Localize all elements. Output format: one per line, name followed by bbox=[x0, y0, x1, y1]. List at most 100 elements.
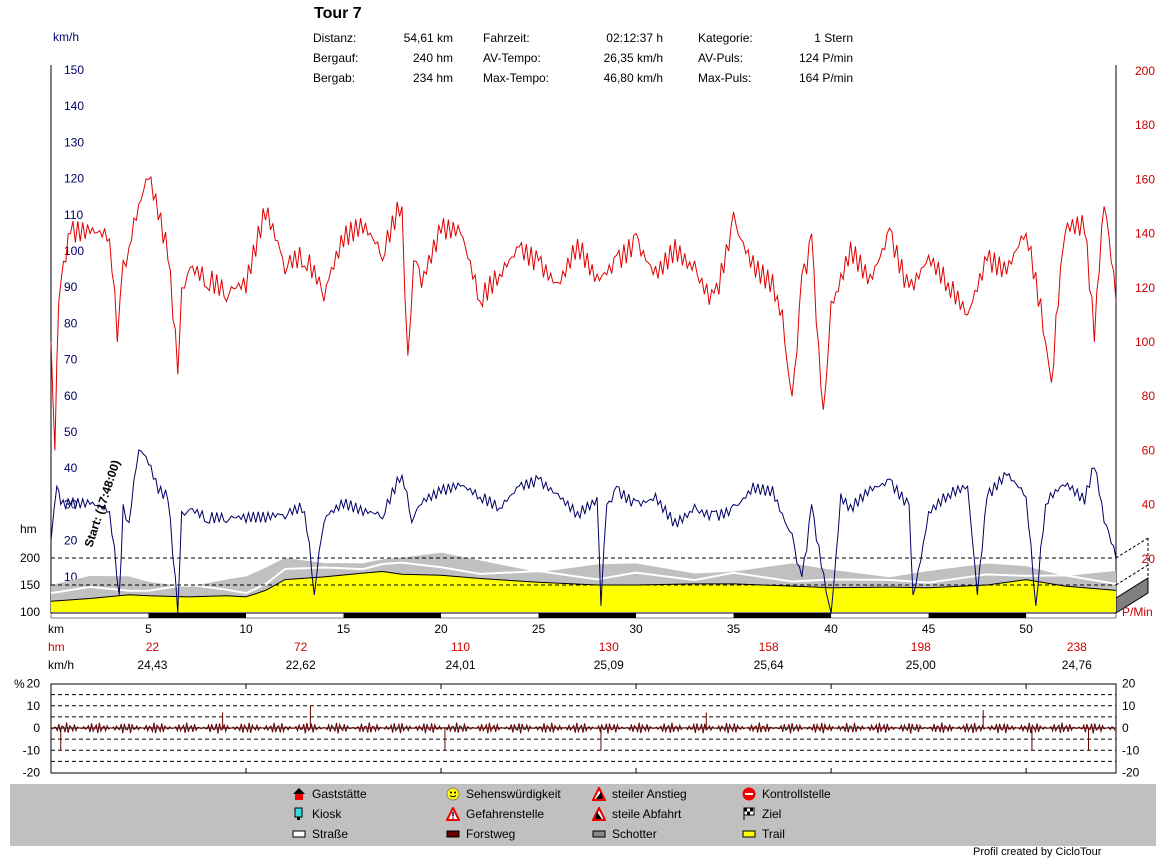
stat-value: 234 hm bbox=[412, 71, 453, 85]
legend: Gaststätte Sehenswürdigkeit steiler Anstie… bbox=[10, 784, 1156, 846]
segment-climb: 130 bbox=[599, 640, 619, 654]
finish-flag-icon bbox=[742, 807, 756, 821]
gravel-swatch-icon bbox=[592, 827, 606, 841]
pulse-tick: 20 bbox=[1142, 552, 1156, 566]
steep-climb-icon bbox=[592, 787, 606, 801]
legend-item: Ziel bbox=[742, 807, 781, 821]
pulse-tick: 40 bbox=[1142, 498, 1156, 512]
pulse-tick: 140 bbox=[1135, 227, 1155, 241]
legend-item: Kiosk bbox=[292, 807, 341, 821]
trail-area bbox=[51, 571, 1116, 612]
grade-tick-left: -10 bbox=[23, 743, 41, 757]
pulse-tick: 160 bbox=[1135, 172, 1155, 186]
box-dash bbox=[1115, 537, 1149, 559]
stat-value: 240 hm bbox=[412, 51, 453, 65]
segment-speed: 24,43 bbox=[137, 658, 167, 672]
footer-credit: Profil created by CicloTour bbox=[973, 846, 1102, 858]
legend-label: steiler Anstieg bbox=[612, 787, 687, 801]
box-dash bbox=[1115, 564, 1149, 586]
restaurant-icon bbox=[292, 787, 306, 801]
forest-path-swatch-icon bbox=[446, 827, 460, 841]
stat-label: AV-Puls: bbox=[698, 51, 744, 65]
legend-item: Gefahrenstelle bbox=[446, 807, 544, 821]
speed-tick: 150 bbox=[64, 63, 84, 77]
segment-speed: 22,62 bbox=[286, 658, 316, 672]
stat-label: Fahrzeit: bbox=[483, 31, 530, 45]
legend-label: Kontrollstelle bbox=[762, 787, 831, 801]
legend-item: Gaststätte bbox=[292, 787, 367, 801]
km-tick: 5 bbox=[145, 622, 152, 636]
segment-speed: 25,00 bbox=[906, 658, 936, 672]
speed-tick: 40 bbox=[64, 461, 78, 475]
danger-icon bbox=[446, 807, 460, 821]
legend-label: Ziel bbox=[762, 807, 782, 821]
altitude-line bbox=[50, 570, 1117, 602]
speed-tick: 20 bbox=[64, 534, 78, 548]
altitude-axis-unit: hm bbox=[20, 522, 37, 536]
legend-label: steile Abfahrt bbox=[612, 807, 682, 821]
scale-bar bbox=[50, 612, 1117, 619]
scale-bar-segment bbox=[538, 613, 637, 618]
stat-label: AV-Tempo: bbox=[483, 51, 541, 65]
legend-item: steile Abfahrt bbox=[592, 807, 681, 821]
tour-title: Tour 7 bbox=[314, 5, 362, 22]
stat-value: 02:12:37 h bbox=[606, 31, 663, 45]
speed-line bbox=[50, 449, 1117, 614]
legend-item: Straße bbox=[292, 827, 348, 841]
km-tick: 40 bbox=[824, 622, 838, 636]
grade-tick-right: 10 bbox=[1122, 699, 1136, 713]
stat-label: Distanz: bbox=[313, 31, 357, 45]
start-label: Start: (17:48:00) bbox=[82, 458, 123, 549]
legend-item: Schotter bbox=[592, 827, 657, 841]
grade-tick-right: -10 bbox=[1122, 743, 1140, 757]
stat-value: 26,35 km/h bbox=[603, 51, 663, 65]
km-tick: 50 bbox=[1019, 622, 1033, 636]
stat-label: Bergauf: bbox=[313, 51, 359, 65]
stat-value: 164 P/min bbox=[798, 71, 853, 85]
grade-tick-left: 0 bbox=[33, 721, 40, 735]
grade-tick-left: 20 bbox=[27, 677, 41, 691]
speed-tick: 130 bbox=[64, 135, 84, 149]
segment-climb: 22 bbox=[146, 640, 160, 654]
legend-label: Schotter bbox=[612, 827, 657, 841]
stat-label: Max-Puls: bbox=[698, 71, 752, 85]
road-swatch-icon bbox=[292, 827, 306, 841]
scale-bar-segment bbox=[343, 613, 442, 618]
legend-label: Gefahrenstelle bbox=[466, 807, 545, 821]
kmh-row-label: km/h bbox=[48, 658, 74, 672]
km-tick: 25 bbox=[532, 622, 546, 636]
stat-value: 124 P/min bbox=[798, 51, 853, 65]
stat-label: Bergab: bbox=[313, 71, 356, 85]
stat-value: 1 Stern bbox=[814, 31, 853, 45]
pulse-line bbox=[50, 175, 1117, 451]
speed-tick: 110 bbox=[64, 208, 83, 222]
pulse-tick: 180 bbox=[1135, 118, 1155, 132]
speed-tick: 90 bbox=[64, 280, 78, 294]
scale-bar-segment bbox=[928, 613, 1027, 618]
speed-tick: 50 bbox=[64, 425, 78, 439]
legend-item: Sehenswürdigkeit bbox=[446, 787, 561, 801]
segment-speed: 24,76 bbox=[1062, 658, 1092, 672]
segment-speed: 24,01 bbox=[446, 658, 476, 672]
legend-label: Gaststätte bbox=[312, 787, 367, 801]
segment-climb: 238 bbox=[1067, 640, 1087, 654]
trail-swatch-icon bbox=[742, 827, 756, 841]
pulse-tick: 200 bbox=[1135, 64, 1155, 78]
steep-descent-icon bbox=[592, 807, 606, 821]
segment-climb: 198 bbox=[911, 640, 931, 654]
pulse-axis-unit: P/Min bbox=[1122, 605, 1153, 619]
speed-tick: 80 bbox=[64, 316, 78, 330]
grade-line bbox=[50, 722, 1116, 734]
segment-speed: 25,64 bbox=[754, 658, 784, 672]
stat-value: 46,80 km/h bbox=[603, 71, 663, 85]
km-tick: 30 bbox=[629, 622, 643, 636]
road-line bbox=[50, 561, 1117, 595]
km-tick: 20 bbox=[434, 622, 448, 636]
grade-tick-right: 20 bbox=[1122, 677, 1136, 691]
hm-row-label: hm bbox=[48, 640, 65, 654]
km-tick: 15 bbox=[337, 622, 351, 636]
km-tick: 10 bbox=[239, 622, 253, 636]
speed-tick: 70 bbox=[64, 353, 78, 367]
speed-tick: 60 bbox=[64, 389, 78, 403]
